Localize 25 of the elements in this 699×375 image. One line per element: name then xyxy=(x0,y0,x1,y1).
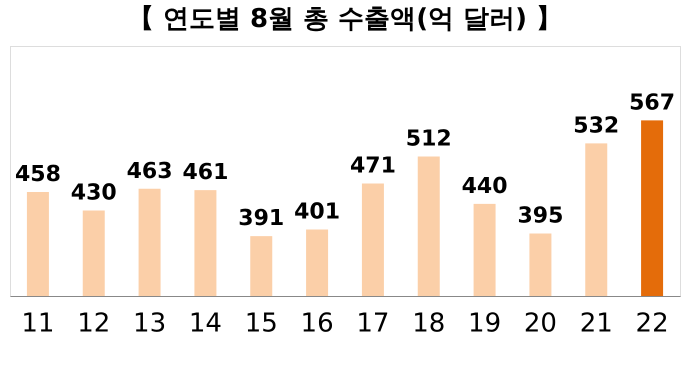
data-label: 567 xyxy=(629,90,676,116)
x-tick-label: 11 xyxy=(21,308,54,338)
x-tick-label: 14 xyxy=(188,308,222,338)
data-label: 461 xyxy=(182,160,228,186)
data-label: 532 xyxy=(573,113,620,138)
x-tick-label: 22 xyxy=(636,308,669,338)
data-label: 471 xyxy=(350,154,396,178)
data-label: 458 xyxy=(14,162,61,188)
data-label: 463 xyxy=(126,158,173,184)
data-label: 401 xyxy=(294,200,340,225)
data-label: 391 xyxy=(238,206,284,232)
data-label: 440 xyxy=(462,174,508,199)
x-tick-label: 17 xyxy=(356,308,390,338)
chart-title: 【 연도별 8월 총 수출액(억 달러) 】 xyxy=(128,4,562,34)
x-tick-label: 19 xyxy=(468,308,502,338)
x-tick-label: 21 xyxy=(580,308,613,338)
x-tick-label: 15 xyxy=(244,308,278,338)
data-label: 430 xyxy=(70,180,117,206)
data-label: 395 xyxy=(517,204,564,228)
x-tick-label: 20 xyxy=(524,308,557,338)
x-tick-label: 18 xyxy=(412,308,446,338)
x-tick-label: 13 xyxy=(133,308,166,338)
data-label: 512 xyxy=(406,126,452,152)
x-tick-label: 16 xyxy=(300,308,334,338)
x-tick-label: 12 xyxy=(77,308,110,338)
